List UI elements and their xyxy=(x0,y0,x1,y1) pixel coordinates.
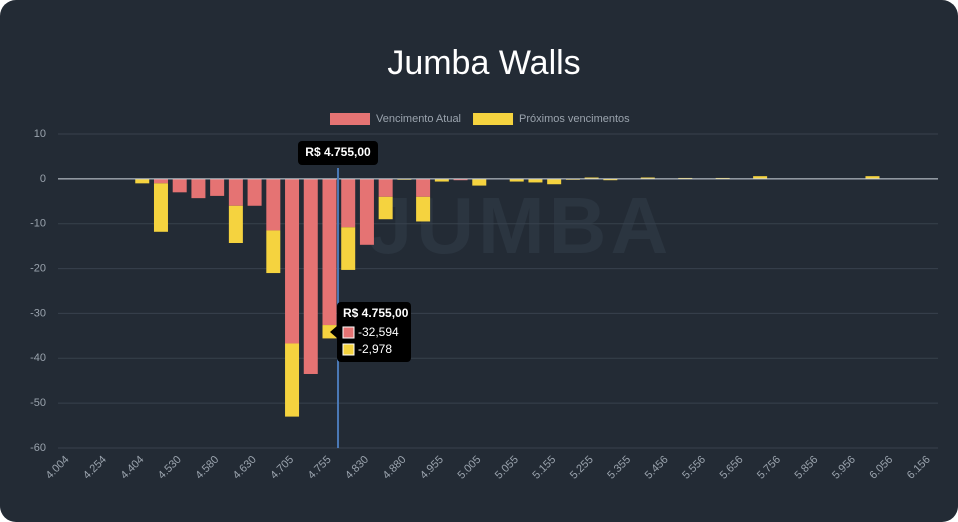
x-tick-label: 4.880 xyxy=(381,454,409,482)
bar xyxy=(303,178,318,374)
bar xyxy=(135,178,150,184)
x-tick-label: 5.956 xyxy=(830,454,858,482)
bar xyxy=(266,230,281,274)
y-tick-label: 10 xyxy=(34,128,46,140)
bar xyxy=(434,178,449,182)
x-tick-label: 6.056 xyxy=(867,454,895,482)
bar xyxy=(153,178,168,184)
x-tick-label: 4.530 xyxy=(156,454,184,482)
x-tick-label: 4.830 xyxy=(343,454,371,482)
x-tick-label: 5.756 xyxy=(755,454,783,482)
bar xyxy=(453,178,468,181)
x-tick-label: 4.404 xyxy=(118,454,146,482)
tooltip-value: -2,978 xyxy=(358,342,392,356)
y-tick-label: -40 xyxy=(30,352,46,364)
y-tick-label: -60 xyxy=(30,442,46,454)
tooltip-value: -32,594 xyxy=(358,325,399,339)
bar xyxy=(322,325,337,339)
y-tick-label: 0 xyxy=(40,173,46,185)
bar xyxy=(228,205,243,244)
x-tick-label: 6.156 xyxy=(905,454,933,482)
bar xyxy=(416,178,431,197)
bar xyxy=(341,178,356,228)
x-tick-label: 4.004 xyxy=(44,454,72,482)
bar xyxy=(378,196,393,220)
crosshair-label: R$ 4.755,00 xyxy=(305,145,371,159)
y-tick-label: -30 xyxy=(30,307,46,319)
tooltip-swatch xyxy=(342,326,355,339)
chart-title: Jumba Walls xyxy=(387,44,580,82)
legend-swatch xyxy=(330,113,370,125)
x-tick-label: 4.705 xyxy=(268,454,296,482)
bar xyxy=(865,176,880,179)
x-tick-label: 5.055 xyxy=(493,454,521,482)
bar xyxy=(509,178,524,182)
x-tick-label: 5.856 xyxy=(793,454,821,482)
bar xyxy=(547,178,562,185)
x-tick-label: 4.755 xyxy=(306,454,334,482)
bar xyxy=(528,178,543,183)
bar xyxy=(416,196,431,222)
legend-swatch xyxy=(473,113,514,125)
x-tick-label: 5.005 xyxy=(456,454,484,482)
bar xyxy=(266,178,281,231)
bar xyxy=(172,178,187,193)
bar xyxy=(210,178,225,196)
x-tick-label: 4.580 xyxy=(193,454,221,482)
y-tick-label: -10 xyxy=(30,218,46,230)
crosshair-label-box xyxy=(298,141,378,165)
bar xyxy=(472,178,487,186)
x-tick-label: 5.656 xyxy=(718,454,746,482)
bar xyxy=(247,178,262,206)
bar xyxy=(584,177,599,179)
legend-label: Próximos vencimentos xyxy=(519,113,630,125)
y-tick-label: -50 xyxy=(30,397,46,409)
bar xyxy=(378,178,393,197)
bar xyxy=(359,178,374,245)
x-tick-label: 5.456 xyxy=(643,454,671,482)
tooltip-title: R$ 4.755,00 xyxy=(343,306,409,320)
bar xyxy=(285,343,300,417)
bar xyxy=(191,178,206,199)
x-tick-label: 4.630 xyxy=(231,454,259,482)
bar xyxy=(153,183,168,232)
bar xyxy=(341,227,356,270)
legend-label: Vencimento Atual xyxy=(376,113,461,125)
y-tick-label: -20 xyxy=(30,262,46,274)
bar xyxy=(322,178,337,326)
bar xyxy=(228,178,243,206)
x-tick-label: 5.255 xyxy=(568,454,596,482)
x-tick-label: 4.254 xyxy=(81,454,109,482)
bar xyxy=(753,176,768,179)
bar xyxy=(640,177,655,179)
x-tick-label: 5.355 xyxy=(605,454,633,482)
tooltip-box xyxy=(337,302,411,362)
bar xyxy=(285,178,300,344)
x-tick-label: 5.155 xyxy=(530,454,558,482)
x-tick-label: 5.556 xyxy=(680,454,708,482)
x-tick-label: 4.955 xyxy=(418,454,446,482)
bar xyxy=(603,178,618,181)
tooltip-caret xyxy=(330,326,337,338)
tooltip-swatch xyxy=(342,343,355,356)
watermark: JUMBA xyxy=(368,181,672,270)
